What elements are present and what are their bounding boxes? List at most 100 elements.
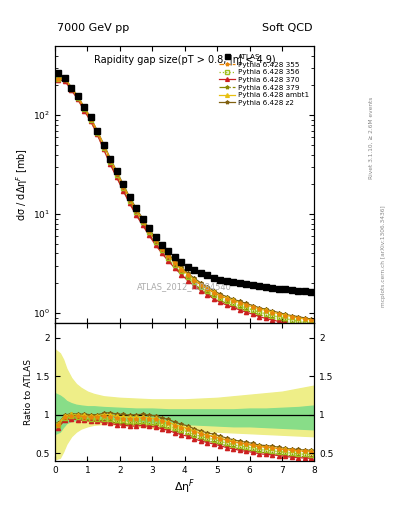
Pythia 6.428 379 — [166, 257, 171, 263]
Pythia 6.428 356 — [198, 284, 203, 290]
Pythia 6.428 z2 — [244, 301, 249, 307]
Pythia 6.428 z2 — [302, 315, 307, 321]
ATLAS — [88, 114, 93, 120]
Pythia 6.428 z2 — [75, 93, 80, 99]
Pythia 6.428 356 — [231, 301, 236, 307]
Pythia 6.428 355 — [101, 143, 106, 149]
Pythia 6.428 379 — [108, 160, 112, 166]
ATLAS — [211, 275, 216, 281]
ATLAS — [69, 84, 73, 91]
Pythia 6.428 356 — [283, 315, 288, 322]
Pythia 6.428 356 — [205, 288, 210, 294]
Pythia 6.428 355 — [121, 183, 125, 189]
Pythia 6.428 ambt1 — [205, 285, 210, 291]
ATLAS — [250, 282, 255, 288]
Pythia 6.428 ambt1 — [166, 252, 171, 259]
Pythia 6.428 ambt1 — [114, 169, 119, 175]
Pythia 6.428 370 — [75, 96, 80, 102]
Pythia 6.428 355 — [211, 290, 216, 296]
X-axis label: Δη$^F$: Δη$^F$ — [174, 477, 195, 496]
Pythia 6.428 370 — [205, 292, 210, 298]
Pythia 6.428 z2 — [205, 284, 210, 290]
Pythia 6.428 370 — [121, 187, 125, 194]
Pythia 6.428 ambt1 — [218, 292, 223, 298]
Pythia 6.428 379 — [56, 77, 61, 83]
Pythia 6.428 379 — [237, 306, 242, 312]
Pythia 6.428 ambt1 — [185, 272, 190, 278]
ATLAS — [147, 225, 151, 231]
Pythia 6.428 355 — [147, 227, 151, 233]
Pythia 6.428 ambt1 — [237, 300, 242, 306]
Pythia 6.428 z2 — [147, 225, 151, 231]
Text: mcplots.cern.ch [arXiv:1306.3436]: mcplots.cern.ch [arXiv:1306.3436] — [381, 205, 386, 307]
Pythia 6.428 370 — [257, 313, 262, 319]
ATLAS — [101, 142, 106, 148]
Pythia 6.428 ambt1 — [250, 304, 255, 310]
Pythia 6.428 370 — [101, 146, 106, 153]
Pythia 6.428 356 — [179, 268, 184, 274]
Pythia 6.428 ambt1 — [82, 104, 86, 111]
Pythia 6.428 356 — [244, 305, 249, 311]
ATLAS — [302, 288, 307, 294]
Text: Rivet 3.1.10, ≥ 2.6M events: Rivet 3.1.10, ≥ 2.6M events — [369, 97, 374, 179]
Pythia 6.428 z2 — [192, 275, 197, 282]
Pythia 6.428 ambt1 — [160, 245, 164, 251]
ATLAS — [82, 104, 86, 111]
Pythia 6.428 356 — [121, 185, 125, 191]
Pythia 6.428 379 — [270, 315, 275, 322]
Pythia 6.428 ambt1 — [56, 75, 61, 81]
Pythia 6.428 370 — [160, 250, 164, 257]
Pythia 6.428 z2 — [179, 264, 184, 270]
Pythia 6.428 355 — [276, 311, 281, 317]
Pythia 6.428 355 — [82, 105, 86, 112]
Pythia 6.428 z2 — [224, 294, 229, 300]
Text: 7000 GeV pp: 7000 GeV pp — [57, 23, 129, 33]
Pythia 6.428 ambt1 — [244, 302, 249, 308]
Pythia 6.428 355 — [205, 286, 210, 292]
Pythia 6.428 370 — [237, 307, 242, 313]
Pythia 6.428 ambt1 — [296, 315, 301, 321]
ATLAS — [283, 286, 288, 292]
Pythia 6.428 356 — [211, 292, 216, 298]
Pythia 6.428 379 — [95, 131, 99, 137]
Pythia 6.428 ambt1 — [69, 84, 73, 91]
Pythia 6.428 379 — [82, 107, 86, 113]
ATLAS — [173, 254, 177, 260]
ATLAS — [179, 259, 184, 265]
Pythia 6.428 z2 — [231, 296, 236, 302]
Line: Pythia 6.428 370: Pythia 6.428 370 — [56, 78, 313, 330]
Pythia 6.428 379 — [218, 297, 223, 304]
Pythia 6.428 355 — [75, 94, 80, 100]
Pythia 6.428 355 — [127, 196, 132, 202]
Line: Pythia 6.428 356: Pythia 6.428 356 — [56, 77, 313, 326]
Pythia 6.428 379 — [173, 264, 177, 270]
Pythia 6.428 370 — [263, 315, 268, 322]
Pythia 6.428 ambt1 — [108, 156, 112, 162]
Pythia 6.428 z2 — [250, 303, 255, 309]
Pythia 6.428 356 — [101, 144, 106, 151]
Pythia 6.428 355 — [62, 76, 67, 82]
Pythia 6.428 370 — [283, 320, 288, 326]
Pythia 6.428 356 — [276, 314, 281, 320]
Pythia 6.428 356 — [140, 219, 145, 225]
Pythia 6.428 379 — [198, 286, 203, 292]
Y-axis label: dσ / dΔη$^F$ [mb]: dσ / dΔη$^F$ [mb] — [15, 148, 30, 221]
Line: Pythia 6.428 355: Pythia 6.428 355 — [56, 76, 313, 323]
Pythia 6.428 379 — [231, 303, 236, 309]
Pythia 6.428 356 — [237, 303, 242, 309]
Pythia 6.428 z2 — [121, 181, 125, 187]
Pythia 6.428 370 — [276, 318, 281, 325]
Pythia 6.428 356 — [309, 321, 314, 327]
ATLAS — [166, 248, 171, 254]
Pythia 6.428 356 — [147, 229, 151, 236]
Pythia 6.428 379 — [257, 312, 262, 318]
Pythia 6.428 z2 — [237, 298, 242, 305]
Pythia 6.428 ambt1 — [192, 277, 197, 283]
Pythia 6.428 370 — [302, 324, 307, 330]
Pythia 6.428 379 — [185, 276, 190, 283]
Pythia 6.428 z2 — [62, 75, 67, 81]
Pythia 6.428 356 — [173, 262, 177, 268]
Pythia 6.428 379 — [127, 199, 132, 205]
Pythia 6.428 356 — [192, 279, 197, 285]
Pythia 6.428 355 — [192, 278, 197, 284]
